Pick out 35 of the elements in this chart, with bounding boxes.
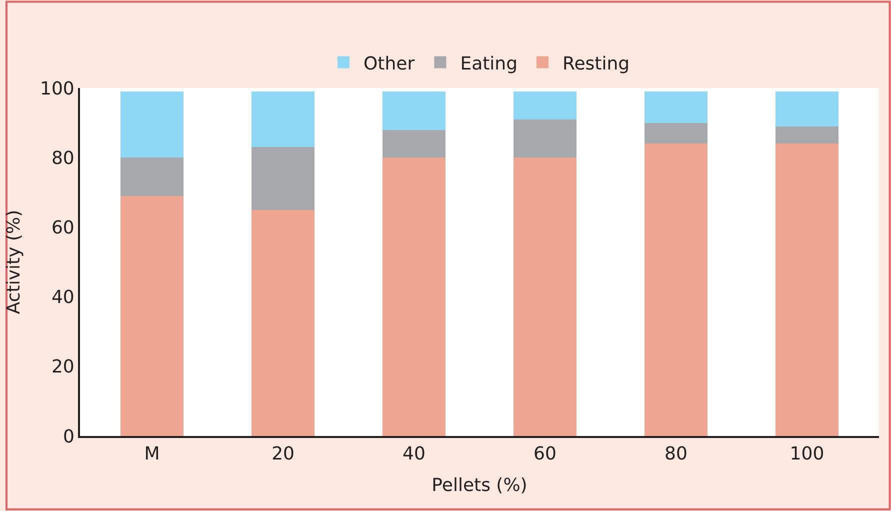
bar	[382, 91, 446, 130]
y-tick-label: 80	[51, 148, 74, 169]
x-tick-label: 60	[534, 444, 556, 465]
y-tick-label: 0	[62, 426, 74, 448]
x-tick-label: 80	[664, 444, 688, 465]
legend-label: Eating	[460, 53, 518, 74]
y-tick-label: 60	[51, 218, 74, 238]
y-tick-label: 20	[51, 356, 74, 378]
y-tick-label: 100	[40, 78, 74, 100]
bar	[382, 158, 446, 436]
bar	[120, 91, 184, 158]
bar	[252, 210, 314, 436]
bar	[644, 91, 708, 123]
bar	[644, 144, 708, 436]
x-axis-title: Pellets (%)	[432, 475, 528, 496]
bar	[776, 91, 838, 126]
bar	[252, 91, 314, 148]
bar	[514, 91, 576, 120]
x-tick-label: 40	[402, 444, 426, 465]
legend-label: Resting	[562, 53, 630, 74]
y-axis-title: Activity (%)	[4, 210, 25, 314]
y-tick-label: 40	[51, 287, 74, 308]
bar	[514, 158, 576, 436]
legend-label: Other	[364, 53, 416, 74]
bar	[252, 147, 314, 210]
bar	[120, 158, 184, 196]
x-tick-label: 100	[790, 444, 824, 465]
x-tick-label: 20	[272, 444, 294, 465]
x-tick-label: M	[144, 444, 160, 465]
bar	[776, 126, 838, 144]
bar	[644, 122, 708, 144]
bar	[120, 196, 184, 436]
bar	[382, 130, 446, 158]
bar	[514, 119, 576, 158]
bar	[776, 144, 838, 436]
